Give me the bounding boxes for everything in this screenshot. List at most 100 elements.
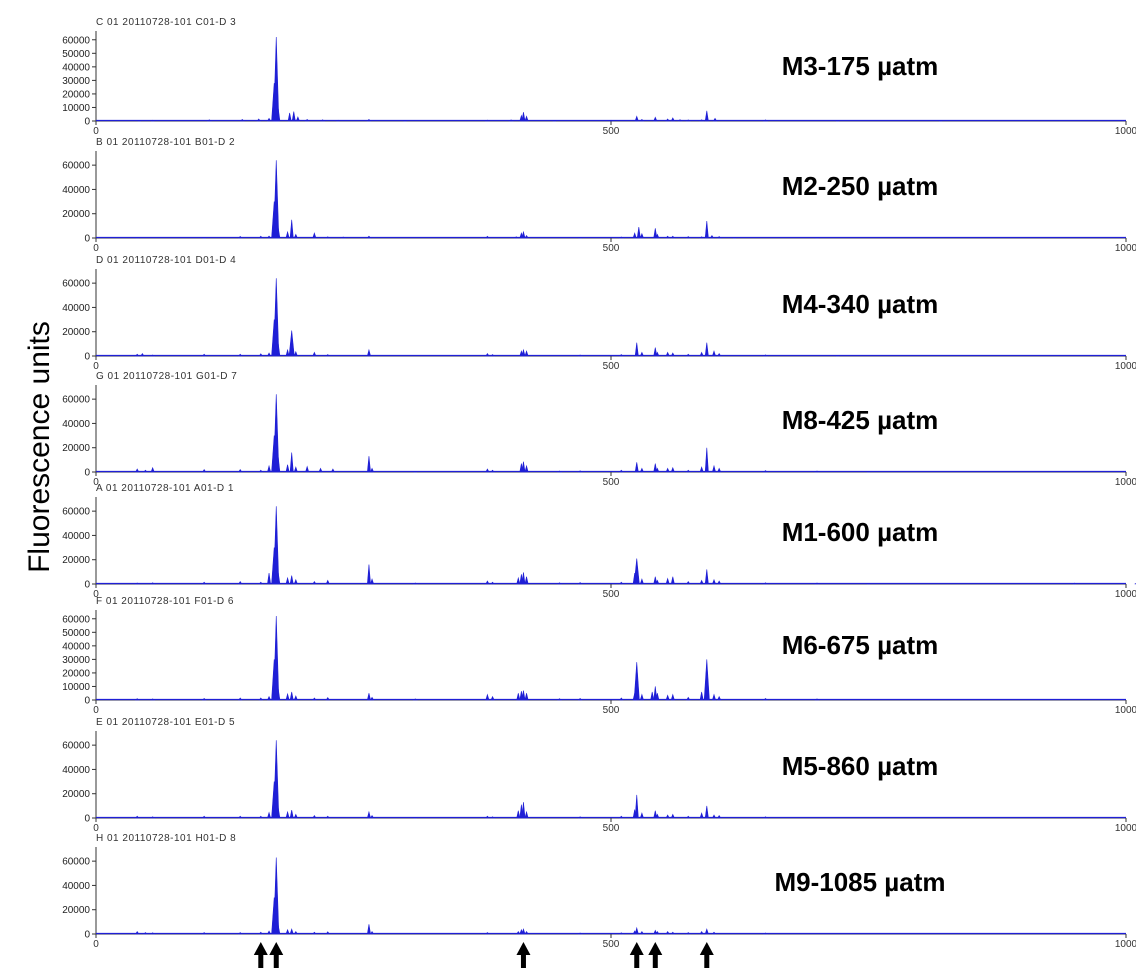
- trace-peak: [367, 693, 370, 700]
- x-tick-label: 1000: [1115, 705, 1136, 716]
- trace-peak: [313, 582, 316, 584]
- trace-peak: [666, 695, 669, 700]
- trace-peak: [294, 696, 297, 700]
- y-tick-label: 20000: [62, 555, 90, 566]
- panel-header: H 01 20110728-101 H01-D 8: [96, 833, 236, 844]
- trace-peak: [239, 470, 242, 472]
- y-tick-label: 20000: [62, 209, 90, 220]
- x-tick-label: 1000: [1115, 589, 1136, 600]
- y-tick-label: 40000: [62, 419, 90, 430]
- trace-peak: [290, 576, 293, 585]
- trace-peak: [522, 350, 525, 356]
- trace-peak: [239, 933, 242, 934]
- y-tick-label: 0: [84, 814, 90, 825]
- trace-peak: [367, 924, 370, 934]
- trace-peak: [620, 355, 623, 356]
- trace-peak: [367, 119, 370, 121]
- y-tick-label: 40000: [62, 185, 90, 196]
- trace-peak: [486, 236, 489, 238]
- trace-peak: [634, 662, 639, 700]
- trace-peak: [705, 343, 708, 356]
- trace-peak: [239, 354, 242, 356]
- trace-peak: [367, 350, 370, 356]
- trace-peak: [637, 227, 640, 238]
- trace-peak: [718, 237, 721, 238]
- trace-peak: [313, 352, 316, 356]
- y-tick-label: 0: [84, 234, 90, 245]
- trace-peak: [491, 697, 494, 700]
- trace-peak: [671, 118, 674, 121]
- trace-peak: [705, 929, 708, 934]
- trace-peak: [640, 352, 643, 356]
- panel-label: M9-1085 µatm: [774, 867, 945, 897]
- trace-peak: [517, 811, 520, 818]
- trace-peak: [141, 354, 144, 356]
- trace-peak: [700, 813, 703, 818]
- y-tick-label: 30000: [62, 655, 90, 666]
- peak-arrow: [269, 942, 283, 968]
- trace-peak: [370, 579, 373, 584]
- trace-peak: [671, 932, 674, 934]
- trace-peak: [239, 816, 242, 818]
- x-tick-label: 0: [93, 939, 99, 950]
- trace-peak: [491, 470, 494, 472]
- panel-header: B 01 20110728-101 B01-D 2: [96, 137, 235, 148]
- y-tick-label: 0: [84, 930, 90, 941]
- x-tick-label: 500: [603, 243, 620, 254]
- trace-peak: [666, 119, 669, 121]
- y-tick-label: 20000: [62, 789, 90, 800]
- trace-peak: [267, 118, 270, 121]
- x-tick-label: 1000: [1115, 823, 1136, 834]
- trace-peak: [367, 236, 370, 238]
- trace-peak: [259, 236, 262, 238]
- trace-peak: [326, 355, 329, 356]
- y-tick-label: 40000: [62, 531, 90, 542]
- trace-peak: [274, 37, 279, 121]
- trace-peak: [136, 932, 139, 934]
- trace-peak: [687, 816, 690, 818]
- trace-peak: [370, 468, 373, 472]
- trace-peak: [635, 928, 638, 934]
- trace-peak: [486, 354, 489, 356]
- trace-peak: [267, 353, 270, 356]
- trace-peak: [306, 467, 309, 472]
- trace-peak: [294, 580, 297, 584]
- trace-peak: [326, 580, 329, 584]
- trace-peak: [712, 815, 715, 818]
- trace-peak: [491, 355, 494, 356]
- x-tick-label: 500: [603, 589, 620, 600]
- x-tick-label: 1000: [1115, 477, 1136, 488]
- trace-peak: [288, 113, 291, 121]
- trace-peak: [136, 354, 139, 356]
- trace-peak: [705, 569, 708, 584]
- trace-peak: [704, 659, 709, 700]
- panel-header: C 01 20110728-101 C01-D 3: [96, 17, 236, 28]
- y-tick-label: 60000: [62, 507, 90, 518]
- trace-peak: [666, 352, 669, 356]
- trace-peak: [666, 468, 669, 472]
- trace-peak: [486, 695, 489, 700]
- trace-peak: [286, 930, 289, 934]
- trace-peak: [290, 810, 293, 818]
- trace-peak: [633, 233, 636, 238]
- trace-peak: [136, 699, 139, 700]
- trace-peak: [136, 469, 139, 472]
- trace-peak: [640, 579, 643, 584]
- trace-peak: [700, 932, 703, 934]
- y-tick-label: 20000: [62, 443, 90, 454]
- trace-peak: [634, 559, 639, 585]
- trace-peak: [640, 813, 643, 818]
- trace-peak: [367, 812, 370, 818]
- trace-peak: [671, 353, 674, 356]
- trace-peak: [687, 354, 690, 356]
- trace-peak: [259, 354, 262, 356]
- x-tick-label: 500: [603, 823, 620, 834]
- y-tick-label: 40000: [62, 62, 90, 73]
- trace-peak: [635, 116, 638, 121]
- trace-peak: [259, 582, 262, 584]
- trace-peak: [259, 698, 262, 700]
- peak-arrow: [630, 942, 644, 968]
- trace-peak: [370, 816, 373, 818]
- trace-peak: [203, 698, 206, 700]
